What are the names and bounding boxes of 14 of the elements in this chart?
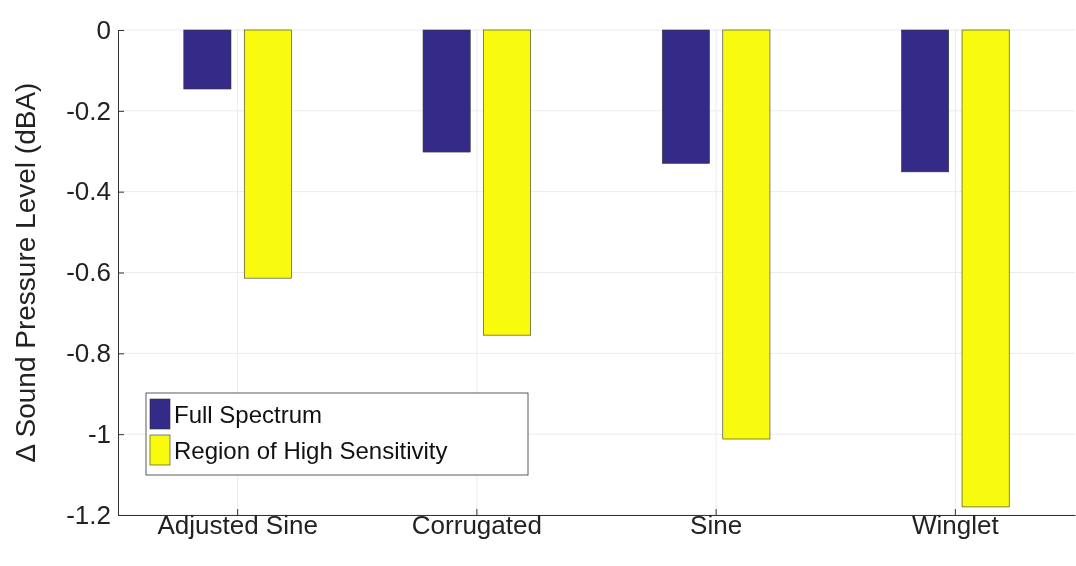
legend-label: Region of High Sensitivity [174, 437, 448, 464]
x-tick-label: Sine [690, 510, 743, 540]
y-tick-label: -0.6 [66, 257, 111, 288]
y-tick-label: -1 [87, 418, 111, 449]
legend-label: Full Spectrum [174, 401, 323, 428]
y-tick-label: -0.2 [66, 95, 111, 126]
y-tick-label: -0.4 [66, 176, 111, 207]
y-tick-label: 0 [96, 14, 111, 45]
x-tick-label: Corrugated [411, 510, 542, 540]
x-tick-label: Adjusted Sine [157, 510, 318, 540]
y-tick-label: -1.2 [66, 499, 111, 530]
y-tick-label: -0.8 [66, 338, 111, 369]
x-tick-label: Winglet [912, 510, 1000, 540]
y-axis-title: Δ Sound Pressure Level (dBA) [10, 82, 41, 463]
